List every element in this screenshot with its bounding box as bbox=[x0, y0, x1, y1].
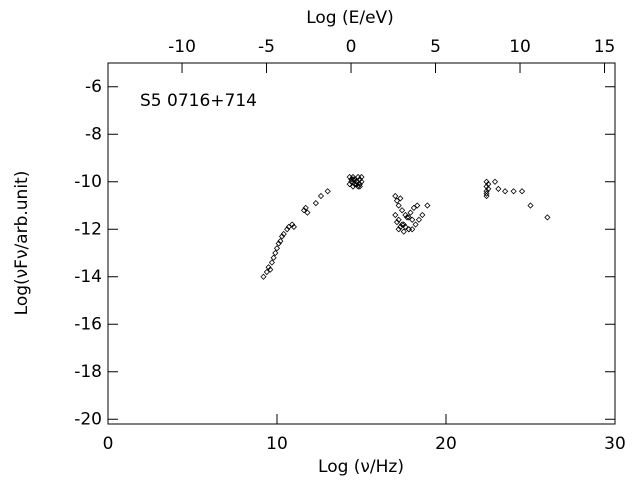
data-point bbox=[393, 219, 401, 226]
data-point bbox=[285, 223, 292, 230]
data-point bbox=[510, 188, 517, 195]
data-point bbox=[397, 195, 404, 202]
data-point bbox=[409, 226, 416, 233]
x2-tick-label: 5 bbox=[430, 37, 441, 57]
data-point bbox=[415, 216, 423, 223]
data-point bbox=[351, 181, 358, 188]
data-point bbox=[392, 211, 399, 219]
data-point bbox=[312, 200, 319, 207]
data-point bbox=[349, 183, 357, 190]
data-point bbox=[280, 230, 287, 238]
data-point bbox=[400, 221, 407, 228]
data-point bbox=[398, 207, 406, 214]
data-point bbox=[483, 190, 490, 197]
data-point bbox=[349, 173, 357, 181]
data-point bbox=[527, 202, 534, 209]
data-point bbox=[518, 188, 526, 195]
y-tick-label: -6 bbox=[85, 77, 102, 97]
data-point bbox=[304, 209, 311, 216]
plot-frame bbox=[107, 62, 616, 425]
data-point bbox=[260, 273, 267, 280]
y-tick-label: -16 bbox=[74, 314, 102, 334]
data-point bbox=[491, 178, 499, 185]
y-tick-label: -20 bbox=[74, 409, 102, 429]
data-point bbox=[272, 249, 279, 257]
x-tick-label: 30 bbox=[604, 434, 626, 454]
data-point bbox=[289, 221, 296, 228]
data-point bbox=[485, 181, 492, 188]
x-tick-label: 20 bbox=[435, 434, 457, 454]
data-point bbox=[405, 214, 412, 221]
data-point bbox=[317, 192, 325, 200]
data-point bbox=[405, 226, 412, 233]
y-axis-label: Log(νFν/arb.unit) bbox=[12, 171, 32, 316]
data-point bbox=[402, 223, 409, 230]
data-point bbox=[356, 181, 363, 188]
data-point bbox=[355, 183, 362, 190]
data-point bbox=[267, 266, 274, 273]
data-point bbox=[393, 197, 401, 204]
x-tick-label: 10 bbox=[266, 434, 288, 454]
data-point bbox=[279, 233, 286, 240]
data-point bbox=[410, 204, 417, 211]
y-tick-label: -10 bbox=[74, 172, 102, 192]
x-tick-label: 0 bbox=[103, 434, 114, 454]
y-tick-label: -18 bbox=[74, 362, 102, 382]
y-tick-label: -8 bbox=[85, 124, 102, 144]
data-point bbox=[398, 221, 406, 228]
data-point bbox=[412, 221, 419, 228]
data-point bbox=[300, 207, 308, 214]
data-point bbox=[502, 188, 509, 195]
data-point bbox=[263, 268, 270, 276]
x2-tick-label: -5 bbox=[258, 37, 275, 57]
data-point bbox=[273, 245, 281, 252]
data-point bbox=[414, 202, 421, 209]
data-point bbox=[397, 223, 404, 230]
data-point bbox=[395, 216, 402, 223]
data-point bbox=[483, 192, 490, 200]
data-point bbox=[290, 223, 297, 230]
data-point bbox=[404, 214, 411, 221]
data-point bbox=[485, 185, 492, 192]
data-point bbox=[424, 202, 431, 209]
data-point bbox=[400, 228, 407, 235]
data-point bbox=[277, 238, 284, 245]
data-point bbox=[419, 211, 426, 219]
data-point bbox=[407, 209, 414, 216]
data-point bbox=[358, 178, 365, 185]
y-tick-label: -12 bbox=[74, 219, 102, 239]
data-point bbox=[265, 264, 272, 271]
data-point bbox=[495, 185, 502, 192]
x2-tick-label: 15 bbox=[594, 37, 616, 57]
data-point bbox=[270, 254, 277, 261]
x2-axis-label: Log (E/eV) bbox=[306, 8, 394, 28]
data-point bbox=[302, 204, 309, 211]
data-point bbox=[356, 183, 363, 190]
x2-tick-label: -10 bbox=[168, 37, 196, 57]
data-point bbox=[346, 181, 353, 188]
data-point bbox=[409, 216, 416, 223]
data-point bbox=[392, 192, 399, 200]
annotation: S5 0716+714 bbox=[140, 91, 257, 111]
data-point bbox=[395, 202, 402, 209]
data-point bbox=[275, 240, 282, 247]
x2-tick-label: 0 bbox=[346, 37, 357, 57]
data-point bbox=[348, 178, 355, 185]
data-point bbox=[284, 226, 291, 233]
y-tick-label: -14 bbox=[74, 267, 102, 287]
data-point bbox=[353, 178, 360, 185]
data-point bbox=[395, 226, 402, 233]
data-point bbox=[544, 214, 551, 221]
data-point bbox=[402, 211, 409, 219]
data-point bbox=[349, 176, 357, 183]
x-axis-label: Log (ν/Hz) bbox=[318, 457, 404, 477]
data-point bbox=[324, 188, 331, 195]
x2-tick-label: 10 bbox=[509, 37, 531, 57]
data-point bbox=[268, 259, 275, 266]
